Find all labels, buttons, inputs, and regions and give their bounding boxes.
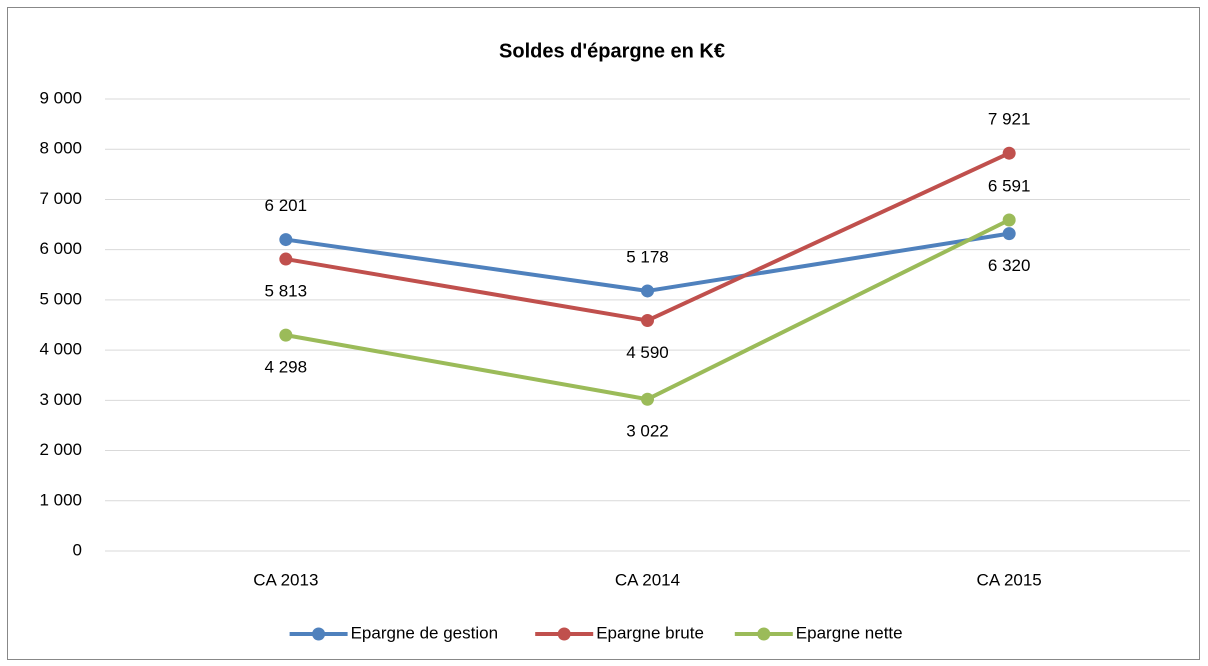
legend-label: Epargne nette [796, 623, 903, 642]
data-label: 6 201 [265, 196, 308, 215]
data-label: 4 590 [626, 343, 669, 362]
marker [279, 328, 293, 342]
legend-marker [312, 627, 326, 641]
marker [279, 233, 293, 247]
legend-marker [757, 627, 771, 641]
y-tick-label: 6 000 [39, 239, 82, 258]
marker [1002, 146, 1016, 160]
x-tick-label: CA 2015 [977, 570, 1042, 589]
legend-label: Epargne de gestion [351, 623, 498, 642]
data-label: 6 320 [988, 256, 1031, 275]
data-label: 6 591 [988, 176, 1031, 195]
y-tick-label: 7 000 [39, 189, 82, 208]
y-tick-label: 4 000 [39, 340, 82, 359]
marker [1002, 213, 1016, 227]
legend-marker [557, 627, 571, 641]
y-tick-label: 1 000 [39, 490, 82, 509]
data-label: 5 813 [265, 282, 308, 301]
y-tick-label: 9 000 [39, 88, 82, 107]
marker [641, 392, 654, 406]
marker [279, 252, 293, 266]
legend-label: Epargne brute [596, 623, 704, 642]
chart-title: Soldes d'épargne en K€ [499, 40, 725, 62]
y-tick-label: 0 [73, 540, 82, 559]
marker [641, 284, 654, 298]
data-label: 3 022 [626, 422, 669, 441]
y-tick-label: 3 000 [39, 390, 82, 409]
marker [641, 313, 654, 327]
marker [1002, 227, 1016, 241]
data-label: 7 921 [988, 110, 1031, 129]
y-tick-label: 5 000 [39, 289, 82, 308]
y-tick-label: 2 000 [39, 440, 82, 459]
y-tick-label: 8 000 [39, 139, 82, 158]
x-tick-label: CA 2013 [253, 570, 318, 589]
chart-border [7, 7, 1200, 660]
x-tick-label: CA 2014 [615, 570, 680, 589]
data-label: 4 298 [265, 358, 308, 377]
data-label: 5 178 [626, 247, 669, 266]
